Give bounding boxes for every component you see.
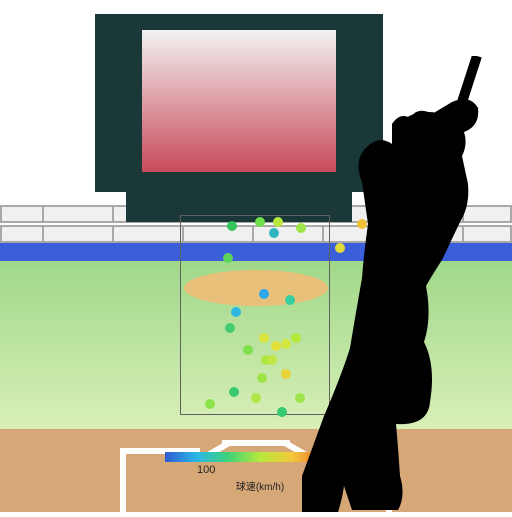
legend-tick: 100 xyxy=(197,464,215,476)
pitch-point xyxy=(281,369,291,379)
pitch-point xyxy=(259,333,269,343)
pitch-point xyxy=(251,393,261,403)
batter-silhouette xyxy=(302,56,512,512)
pitch-point xyxy=(243,345,253,355)
pitch-point xyxy=(257,373,267,383)
pitch-point xyxy=(273,217,283,227)
pitch-point xyxy=(259,289,269,299)
pitch-point xyxy=(277,407,287,417)
pitch-point xyxy=(205,399,215,409)
pitch-point xyxy=(291,333,301,343)
pitch-point xyxy=(231,307,241,317)
pitch-point xyxy=(229,387,239,397)
pitch-point xyxy=(223,253,233,263)
pitch-point xyxy=(269,228,279,238)
pitch-point xyxy=(285,295,295,305)
pitch-point xyxy=(225,323,235,333)
pitch-point xyxy=(255,217,265,227)
pitch-point xyxy=(267,355,277,365)
pitch-point xyxy=(227,221,237,231)
pitch-point xyxy=(281,339,291,349)
pitch-point xyxy=(271,341,281,351)
